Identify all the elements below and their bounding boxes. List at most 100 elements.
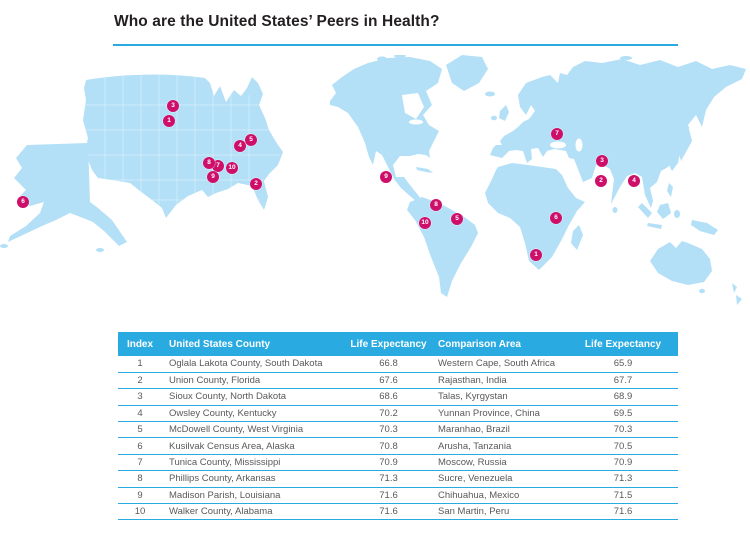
table-row: 3 Sioux County, North Dakota 68.6 Talas, Ky… <box>118 388 678 406</box>
great-lakes <box>409 119 423 125</box>
cell-county: Oglala Lakota County, South Dakota <box>162 356 346 373</box>
sri-lanka-shape <box>612 207 618 213</box>
cell-comparison_area: Talas, Kyrgystan <box>431 388 568 406</box>
sulawesi-shape <box>674 210 680 218</box>
world-marker-9: 9 <box>380 171 392 183</box>
cell-life_expectancy_us: 71.6 <box>346 487 431 505</box>
world-marker-7: 7 <box>551 128 563 140</box>
us-mainland-shape <box>83 74 283 218</box>
alaska-island <box>96 248 104 252</box>
cell-life_expectancy_comparison: 71.5 <box>568 487 678 505</box>
column-header-2: Life Expectancy <box>346 332 431 356</box>
hudson-bay <box>402 93 424 119</box>
aleutian-island <box>0 244 8 248</box>
africa-shape <box>485 163 585 270</box>
cell-county: Sioux County, North Dakota <box>162 388 346 406</box>
us-marker-7: 7 <box>212 160 224 172</box>
tasmania-shape <box>699 288 705 294</box>
cell-life_expectancy_comparison: 65.9 <box>568 356 678 373</box>
table-row: 2 Union County, Florida 67.6 Rajasthan, Ind… <box>118 372 678 390</box>
table-row: 7 Tunica County, Mississippi 70.9 Moscow, R… <box>118 454 678 472</box>
us-marker-8: 8 <box>203 157 215 169</box>
us-marker-6: 6 <box>17 196 29 208</box>
cell-comparison_area: Arusha, Tanzania <box>431 437 568 455</box>
cell-life_expectancy_comparison: 70.9 <box>568 454 678 472</box>
table-row: 9 Madison Parish, Louisiana 71.6 Chihuahua,… <box>118 487 678 505</box>
cell-county: Walker County, Alabama <box>162 503 346 521</box>
cell-comparison_area: Maranhao, Brazil <box>431 421 568 439</box>
siberian-island <box>620 56 632 60</box>
cell-index: 4 <box>118 405 162 423</box>
cell-life_expectancy_us: 70.9 <box>346 454 431 472</box>
world-map <box>330 55 746 305</box>
madagascar-shape <box>571 225 583 250</box>
borneo-shape <box>657 203 671 219</box>
cell-life_expectancy_us: 66.8 <box>346 356 431 373</box>
page-title: Who are the United States’ Peers in Heal… <box>114 13 440 30</box>
cell-life_expectancy_comparison: 67.7 <box>568 372 678 390</box>
cell-index: 1 <box>118 356 162 373</box>
table-row: 6 Kusilvak Census Area, Alaska 70.8 Arusha,… <box>118 437 678 455</box>
cell-life_expectancy_comparison: 71.3 <box>568 470 678 488</box>
title-divider <box>113 44 678 46</box>
table-row: 10 Walker County, Alabama 71.6 San Martin, … <box>118 503 678 521</box>
us-marker-9: 9 <box>207 171 219 183</box>
australia-shape <box>650 241 712 285</box>
arctic-island <box>377 56 387 62</box>
caribbean-islands <box>416 167 433 173</box>
cell-comparison_area: Moscow, Russia <box>431 454 568 472</box>
cell-index: 5 <box>118 421 162 439</box>
us-marker-5: 5 <box>245 134 257 146</box>
world-marker-2: 2 <box>595 175 607 187</box>
peers-table-header: Index United States County Life Expectancy… <box>118 332 678 356</box>
new-zealand-shape <box>732 283 742 305</box>
java-shape <box>647 223 662 229</box>
world-marker-10: 10 <box>419 217 431 229</box>
cell-life_expectancy_comparison: 70.5 <box>568 437 678 455</box>
sakhalin-shape <box>685 125 689 140</box>
arctic-island <box>394 55 406 58</box>
philippines-shape <box>667 183 673 197</box>
alaska-shape <box>8 143 127 246</box>
column-header-4: Life Expectancy <box>568 332 678 356</box>
cell-county: Tunica County, Mississippi <box>162 454 346 472</box>
cell-comparison_area: San Martin, Peru <box>431 503 568 521</box>
cell-life_expectancy_comparison: 70.3 <box>568 421 678 439</box>
world-marker-4: 4 <box>628 175 640 187</box>
iceland-shape <box>485 91 495 97</box>
world-marker-1: 1 <box>530 249 542 261</box>
cell-index: 9 <box>118 487 162 505</box>
table-row: 5 McDowell County, West Virginia 70.3 Maran… <box>118 421 678 439</box>
cell-life_expectancy_us: 68.6 <box>346 388 431 406</box>
cell-county: Union County, Florida <box>162 372 346 390</box>
sumatra-shape <box>638 203 652 218</box>
eurasia-shape <box>490 59 746 208</box>
cell-life_expectancy_comparison: 69.5 <box>568 405 678 423</box>
column-header-0: Index <box>118 332 162 356</box>
cell-life_expectancy_us: 71.3 <box>346 470 431 488</box>
us-marker-3: 3 <box>167 100 179 112</box>
us-map <box>0 74 283 252</box>
greenland-shape <box>446 55 488 91</box>
column-header-1: United States County <box>162 332 346 356</box>
new-guinea-shape <box>691 220 718 235</box>
cell-county: Phillips County, Arkansas <box>162 470 346 488</box>
cell-county: Kusilvak Census Area, Alaska <box>162 437 346 455</box>
caspian-sea <box>575 138 583 152</box>
cell-life_expectancy_comparison: 68.9 <box>568 388 678 406</box>
table-row: 4 Owsley County, Kentucky 70.2 Yunnan Provi… <box>118 405 678 423</box>
us-marker-1: 1 <box>163 115 175 127</box>
cell-county: Owsley County, Kentucky <box>162 405 346 423</box>
cell-index: 8 <box>118 470 162 488</box>
cell-comparison_area: Rajasthan, India <box>431 372 568 390</box>
cell-index: 10 <box>118 503 162 521</box>
table-row: 8 Phillips County, Arkansas 71.3 Sucre, Ven… <box>118 470 678 488</box>
cell-comparison_area: Yunnan Province, China <box>431 405 568 423</box>
us-marker-4: 4 <box>234 140 246 152</box>
world-marker-3: 3 <box>596 155 608 167</box>
cell-comparison_area: Sucre, Venezuela <box>431 470 568 488</box>
japan-shape <box>669 147 680 171</box>
cell-index: 6 <box>118 437 162 455</box>
cell-life_expectancy_us: 67.6 <box>346 372 431 390</box>
cell-index: 3 <box>118 388 162 406</box>
